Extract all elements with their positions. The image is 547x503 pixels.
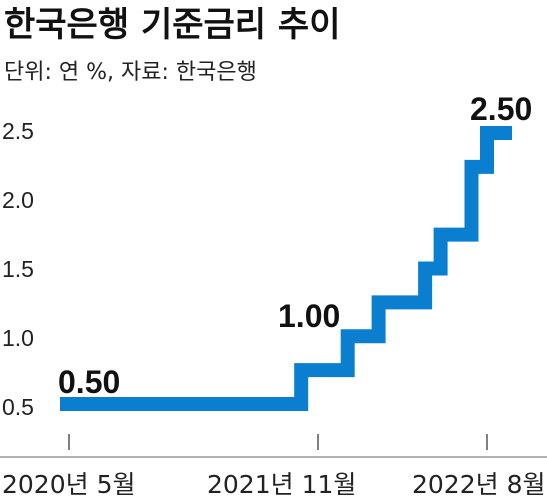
data-label: 0.50	[58, 364, 120, 400]
y-tick-label: 1.0	[2, 325, 34, 351]
x-tick-label: 2020년 5월	[2, 470, 135, 499]
rate-step-line	[60, 126, 512, 411]
x-tick-label: 2022년 8월	[412, 470, 545, 499]
data-label: 1.00	[278, 298, 340, 334]
y-tick-label: 2.0	[2, 187, 34, 213]
y-tick-label: 2.5	[2, 118, 34, 144]
chart-title: 한국은행 기준금리 추이	[4, 5, 340, 45]
y-axis: 2.5 2.0 1.5 1.0 0.5	[2, 118, 34, 420]
series-layer	[60, 126, 512, 411]
y-tick-label: 0.5	[2, 394, 34, 420]
chart-subtitle: 단위: 연 %, 자료: 한국은행	[4, 60, 257, 85]
y-tick-label: 1.5	[2, 256, 34, 282]
x-tick-label: 2021년 11월	[207, 470, 356, 499]
x-axis: 2020년 5월 2021년 11월 2022년 8월	[0, 434, 547, 499]
data-label: 2.50	[470, 91, 532, 127]
